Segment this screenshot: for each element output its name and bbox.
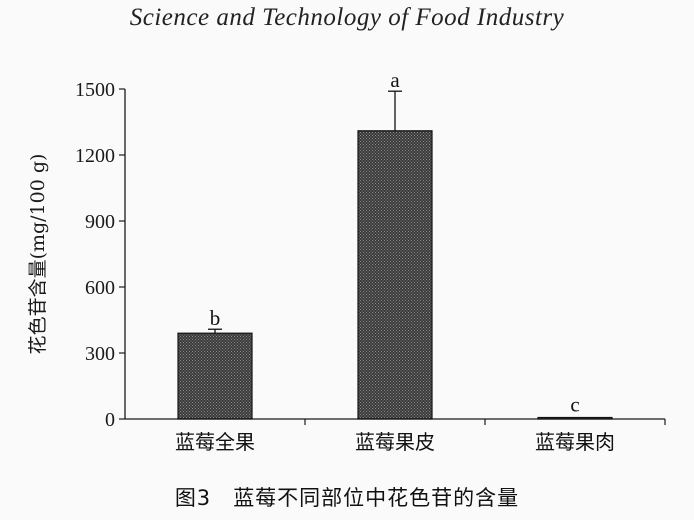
bars [177, 90, 613, 420]
significance-label: b [210, 306, 221, 330]
bar [357, 130, 433, 420]
significance-label: a [390, 68, 400, 92]
journal-header: Science and Technology of Food Industry [129, 4, 565, 31]
significance-label: c [570, 393, 579, 417]
y-tick-label: 0 [105, 409, 115, 431]
figure-title: 蓝莓不同部位中花色苷的含量 [233, 486, 520, 510]
labels: b 蓝莓全果 a 蓝莓果皮 c 蓝莓果肉 [175, 68, 615, 454]
figure-caption: 图3 蓝莓不同部位中花色苷的含量 [0, 482, 694, 512]
figure-number: 图3 [174, 486, 212, 510]
x-tick-label: 蓝莓果肉 [535, 430, 615, 454]
x-tick-label: 蓝莓全果 [175, 430, 255, 454]
y-tick-label: 300 [85, 343, 115, 365]
y-axis-label: 花色苷含量(mg/100 g) [27, 154, 49, 355]
y-tick-label: 1200 [75, 145, 115, 167]
bar-chart: 0 300 600 900 1200 1500 花色苷含量(mg/100 g) b 蓝莓全果 a… [27, 68, 666, 454]
x-tick-label: 蓝莓果皮 [355, 430, 435, 454]
axes: 0 300 600 900 1200 1500 花色苷含量(mg/100 g) [27, 79, 666, 431]
bar [537, 416, 613, 420]
y-tick-label: 1500 [75, 79, 115, 101]
y-tick-label: 900 [85, 211, 115, 233]
bar [177, 332, 253, 420]
y-tick-label: 600 [85, 277, 115, 299]
